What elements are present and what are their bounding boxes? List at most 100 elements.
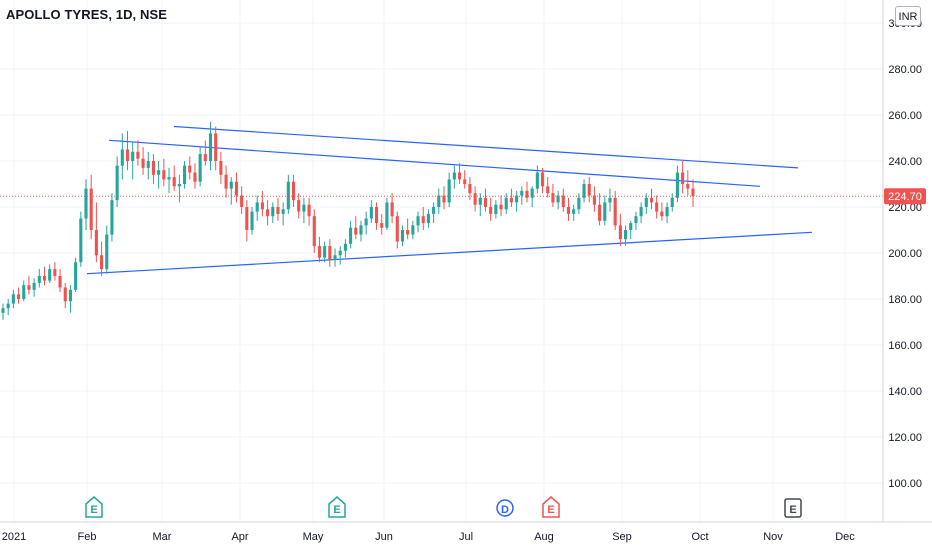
candle-body <box>338 250 342 256</box>
candle <box>639 202 643 224</box>
dividend-marker[interactable]: D <box>496 499 514 517</box>
candle-body <box>266 209 270 217</box>
price-axis[interactable]: 300.00280.00260.00240.00220.00200.00180.… <box>888 18 922 490</box>
candle-body <box>328 246 332 260</box>
candle <box>551 184 555 207</box>
candle-body <box>307 204 311 217</box>
candle <box>535 165 539 194</box>
candle-body <box>255 202 259 212</box>
trendline[interactable] <box>173 125 799 169</box>
candle <box>136 140 140 166</box>
candle <box>146 151 150 180</box>
candle-body <box>37 276 41 283</box>
candle <box>333 248 337 267</box>
candle-body <box>613 197 617 226</box>
candle <box>63 282 67 309</box>
trendline[interactable] <box>86 231 813 275</box>
candle <box>131 142 135 180</box>
candle <box>489 197 493 221</box>
candle <box>468 177 472 201</box>
candle <box>665 202 669 224</box>
candle <box>546 177 550 198</box>
candle-body <box>141 158 145 168</box>
candle-body <box>48 269 52 281</box>
earnings-marker[interactable]: E <box>542 496 560 518</box>
candle-body <box>151 161 156 175</box>
candle-body <box>188 165 192 173</box>
candle <box>603 195 607 226</box>
candle-body <box>271 207 275 217</box>
candle-body <box>291 181 296 201</box>
candle <box>447 172 451 207</box>
candle <box>556 190 560 210</box>
earnings-marker[interactable]: E <box>85 496 103 518</box>
candle-body <box>167 177 171 180</box>
candle <box>691 179 695 207</box>
candle-body <box>577 197 581 210</box>
y-tick-label: 260.00 <box>888 110 922 122</box>
candle <box>312 209 316 253</box>
candle <box>120 133 124 180</box>
candle-body <box>250 211 254 230</box>
earnings-icon <box>328 496 346 518</box>
x-tick-label: May <box>303 531 324 543</box>
candle-body <box>100 255 104 270</box>
candle <box>1 303 5 320</box>
candle-body <box>572 209 576 214</box>
candle-body <box>483 197 488 207</box>
candle-body <box>592 195 596 205</box>
candle-body <box>587 184 591 196</box>
candle <box>224 165 228 198</box>
candle-body <box>369 207 373 219</box>
earnings-marker[interactable]: E <box>328 496 346 518</box>
candle <box>515 190 519 212</box>
candle-body <box>234 181 239 196</box>
candle <box>494 200 498 219</box>
candle <box>624 225 628 247</box>
candle <box>162 158 166 187</box>
candle-body <box>665 207 669 217</box>
y-tick-label: 200.00 <box>888 248 922 260</box>
candle <box>613 190 617 230</box>
time-axis[interactable]: 2021 Feb Mar Apr May Jun Jul Aug Sep Oct Nov Dec <box>2 531 856 543</box>
candle-body <box>286 181 290 210</box>
earnings-marker[interactable]: E <box>784 498 802 518</box>
candle-body <box>6 303 10 309</box>
candle-body <box>644 197 648 207</box>
candle <box>572 204 576 221</box>
candle-body <box>494 204 498 214</box>
candle-body <box>193 172 197 182</box>
marker-symbol: E <box>547 504 554 516</box>
candle <box>250 207 254 235</box>
candle-body <box>515 195 519 203</box>
candle-body <box>426 213 430 224</box>
dividend-icon <box>496 499 514 517</box>
candle <box>276 197 280 221</box>
candle <box>675 165 679 203</box>
candle <box>540 167 545 194</box>
candle-body <box>463 179 467 184</box>
candle <box>390 193 394 224</box>
candle-body <box>131 151 135 161</box>
candle-body <box>214 133 218 161</box>
candle-body <box>11 294 15 304</box>
candle <box>198 147 202 187</box>
candle <box>442 186 446 210</box>
marker-symbol: E <box>90 504 97 516</box>
x-tick-label: Mar <box>153 531 172 543</box>
currency-badge[interactable]: INR <box>895 6 921 26</box>
trendline[interactable] <box>108 139 761 187</box>
candle <box>618 213 622 247</box>
candle-body <box>380 223 384 228</box>
candle <box>234 172 239 203</box>
candle-body <box>32 282 36 290</box>
candle <box>79 211 83 267</box>
candle <box>577 193 581 214</box>
candle-body <box>675 172 679 198</box>
y-tick-label: 280.00 <box>888 64 922 76</box>
trendlines[interactable] <box>86 125 813 275</box>
candle <box>177 174 181 203</box>
